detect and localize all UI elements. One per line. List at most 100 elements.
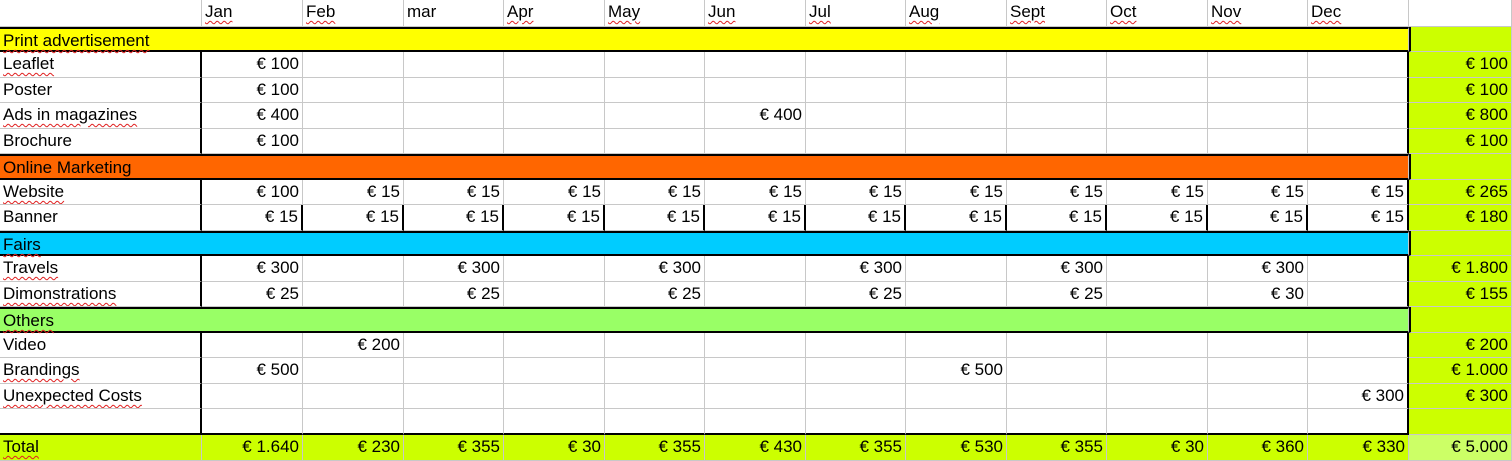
- section-fill-cell[interactable]: [202, 27, 303, 52]
- value-cell[interactable]: [303, 282, 404, 307]
- section-fill-cell[interactable]: [605, 27, 705, 52]
- value-cell[interactable]: [504, 333, 605, 358]
- section-fill-cell[interactable]: [906, 307, 1007, 333]
- value-cell[interactable]: € 15: [1107, 205, 1208, 231]
- value-cell[interactable]: [504, 409, 605, 435]
- section-fill-cell[interactable]: [1107, 231, 1208, 256]
- value-cell[interactable]: € 100: [202, 129, 303, 154]
- value-cell[interactable]: [1007, 333, 1107, 358]
- row-total-cell[interactable]: € 100: [1409, 52, 1512, 78]
- value-cell[interactable]: [705, 409, 806, 435]
- value-cell[interactable]: € 15: [1208, 205, 1308, 231]
- value-cell[interactable]: [806, 103, 906, 129]
- value-cell[interactable]: [906, 52, 1007, 78]
- value-cell[interactable]: [906, 129, 1007, 154]
- value-cell[interactable]: [605, 358, 705, 384]
- section-fill-cell[interactable]: [303, 231, 404, 256]
- row-total-cell[interactable]: [1409, 409, 1512, 435]
- total-cell[interactable]: [1409, 27, 1512, 52]
- section-fill-cell[interactable]: [1308, 231, 1409, 256]
- value-cell[interactable]: [906, 256, 1007, 282]
- row-total-cell[interactable]: € 1.000: [1409, 358, 1512, 384]
- value-cell[interactable]: [806, 358, 906, 384]
- value-cell[interactable]: [1208, 358, 1308, 384]
- total-row-value-jan[interactable]: € 1.640: [202, 435, 303, 461]
- value-cell[interactable]: [806, 78, 906, 103]
- value-cell[interactable]: [1208, 103, 1308, 129]
- section-fill-cell[interactable]: [605, 231, 705, 256]
- section-fill-cell[interactable]: [705, 307, 806, 333]
- value-cell[interactable]: [705, 358, 806, 384]
- value-cell[interactable]: [1107, 78, 1208, 103]
- value-cell[interactable]: € 500: [906, 358, 1007, 384]
- total-row-value-aug[interactable]: € 530: [906, 435, 1007, 461]
- section-fill-cell[interactable]: [906, 231, 1007, 256]
- value-cell[interactable]: [906, 333, 1007, 358]
- value-cell[interactable]: [1007, 78, 1107, 103]
- section-fill-cell[interactable]: [1308, 27, 1409, 52]
- value-cell[interactable]: € 400: [705, 103, 806, 129]
- row-total-cell[interactable]: € 265: [1409, 180, 1512, 205]
- section-fill-cell[interactable]: [1208, 307, 1308, 333]
- month-header-may[interactable]: May: [605, 0, 705, 27]
- value-cell[interactable]: [806, 333, 906, 358]
- total-row-value-dec[interactable]: € 330: [1308, 435, 1409, 461]
- value-cell[interactable]: [1007, 103, 1107, 129]
- value-cell[interactable]: [605, 384, 705, 409]
- value-cell[interactable]: € 15: [504, 180, 605, 205]
- value-cell[interactable]: € 15: [906, 180, 1007, 205]
- section-fill-cell[interactable]: [605, 307, 705, 333]
- value-cell[interactable]: [605, 103, 705, 129]
- row-label[interactable]: [0, 409, 202, 435]
- grand-total-cell[interactable]: € 5.000: [1409, 435, 1512, 461]
- row-total-cell[interactable]: € 200: [1409, 333, 1512, 358]
- value-cell[interactable]: [906, 78, 1007, 103]
- value-cell[interactable]: [404, 78, 504, 103]
- value-cell[interactable]: [504, 358, 605, 384]
- value-cell[interactable]: € 15: [1308, 180, 1409, 205]
- value-cell[interactable]: [1107, 384, 1208, 409]
- value-cell[interactable]: [504, 103, 605, 129]
- section-header-fairs[interactable]: Fairs: [0, 231, 202, 256]
- value-cell[interactable]: € 15: [906, 205, 1007, 231]
- value-cell[interactable]: [404, 129, 504, 154]
- value-cell[interactable]: [1107, 103, 1208, 129]
- row-label[interactable]: Brandings: [0, 358, 202, 384]
- value-cell[interactable]: € 400: [202, 103, 303, 129]
- section-fill-cell[interactable]: [806, 307, 906, 333]
- value-cell[interactable]: [1308, 103, 1409, 129]
- value-cell[interactable]: € 15: [303, 180, 404, 205]
- section-fill-cell[interactable]: [1308, 154, 1409, 180]
- value-cell[interactable]: € 25: [202, 282, 303, 307]
- value-cell[interactable]: € 15: [705, 180, 806, 205]
- value-cell[interactable]: [404, 409, 504, 435]
- value-cell[interactable]: [705, 78, 806, 103]
- total-row-value-jun[interactable]: € 430: [705, 435, 806, 461]
- value-cell[interactable]: € 15: [806, 180, 906, 205]
- value-cell[interactable]: € 15: [202, 205, 303, 231]
- value-cell[interactable]: [1308, 333, 1409, 358]
- value-cell[interactable]: [806, 384, 906, 409]
- value-cell[interactable]: [806, 409, 906, 435]
- section-fill-cell[interactable]: [303, 307, 404, 333]
- section-fill-cell[interactable]: [1007, 231, 1107, 256]
- value-cell[interactable]: [605, 409, 705, 435]
- total-row-value-feb[interactable]: € 230: [303, 435, 404, 461]
- value-cell[interactable]: € 300: [1308, 384, 1409, 409]
- section-fill-cell[interactable]: [1208, 154, 1308, 180]
- total-row-value-oct[interactable]: € 30: [1107, 435, 1208, 461]
- section-fill-cell[interactable]: [303, 154, 404, 180]
- value-cell[interactable]: [504, 384, 605, 409]
- value-cell[interactable]: [1007, 384, 1107, 409]
- month-header-aug[interactable]: Aug: [906, 0, 1007, 27]
- value-cell[interactable]: € 300: [1007, 256, 1107, 282]
- value-cell[interactable]: [705, 52, 806, 78]
- section-fill-cell[interactable]: [1107, 27, 1208, 52]
- row-label[interactable]: Travels: [0, 256, 202, 282]
- row-total-cell[interactable]: € 100: [1409, 129, 1512, 154]
- month-header-jul[interactable]: Jul: [806, 0, 906, 27]
- header-total-cell[interactable]: [1409, 0, 1512, 27]
- value-cell[interactable]: [1107, 282, 1208, 307]
- value-cell[interactable]: [705, 384, 806, 409]
- month-header-oct[interactable]: Oct: [1107, 0, 1208, 27]
